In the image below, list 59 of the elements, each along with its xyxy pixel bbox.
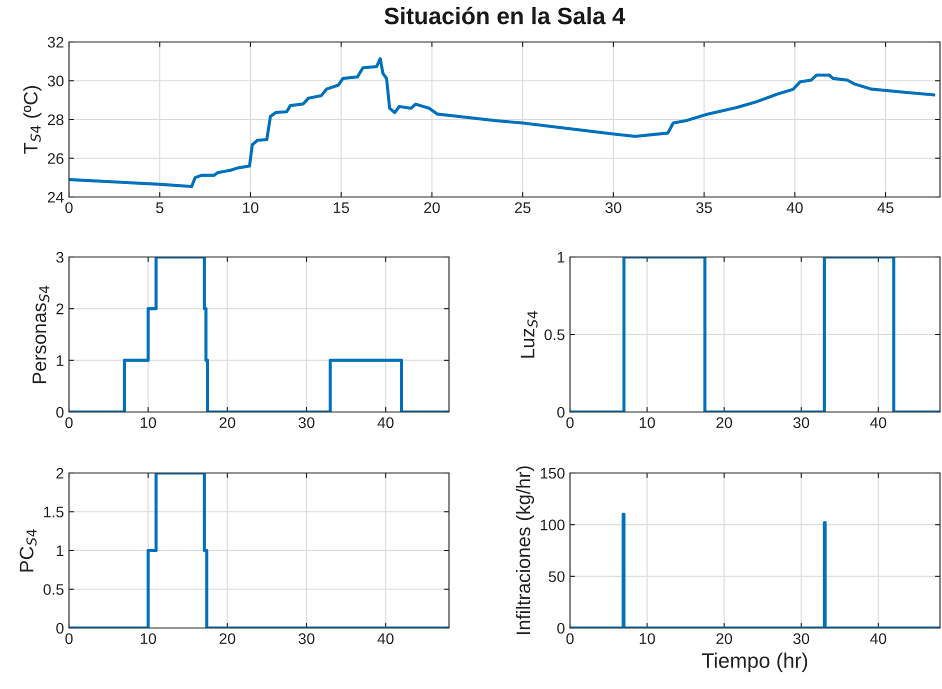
- y-tick-label: 26: [48, 153, 64, 164]
- x-tick-label: 0: [566, 417, 574, 428]
- y-tick-label: 0.5: [44, 584, 64, 595]
- y-tick-label: 0: [56, 406, 64, 418]
- x-tick-label: 20: [220, 633, 236, 644]
- y-axis-title: PC$_{S4}$: [20, 529, 37, 572]
- x-tick-label: 0: [65, 417, 73, 428]
- y-axis-title: Luz$_{S4}$: [520, 311, 538, 358]
- x-tick-label: 10: [640, 633, 655, 644]
- y-tick-label: 1.5: [44, 506, 64, 518]
- y-tick-label: 32: [48, 36, 64, 48]
- line-series: [69, 57, 936, 188]
- y-tick-label: 2: [56, 304, 64, 314]
- x-tick-label: 10: [243, 202, 258, 214]
- x-tick-label: 40: [378, 417, 394, 428]
- y-tick-label: 30: [48, 76, 64, 86]
- x-tick-label: 10: [140, 633, 156, 644]
- y-tick-label: 150: [540, 468, 565, 479]
- chart-title: Situación en la Sala 4: [384, 6, 626, 24]
- y-axis-title: T$_{S4}$ (ºC): [23, 86, 42, 154]
- x-tick-label: 40: [870, 633, 886, 644]
- x-tick-label: 30: [793, 417, 810, 428]
- x-tick-label: 20: [716, 633, 732, 644]
- x-tick-label: 25: [514, 202, 531, 214]
- y-tick-label: 1: [558, 252, 564, 263]
- x-tick-label: 30: [793, 633, 810, 644]
- y-tick-label: 28: [48, 114, 64, 126]
- y-tick-label: 1: [56, 546, 64, 556]
- x-tick-label: 40: [870, 417, 886, 428]
- x-tick-label: 30: [298, 633, 314, 644]
- y-tick-label: 0: [56, 622, 64, 634]
- x-tick-label: 0: [65, 202, 73, 214]
- x-tick-label: 20: [424, 202, 440, 214]
- x-axis-title: Tiempo (hr): [702, 652, 808, 672]
- x-tick-label: 0: [65, 633, 73, 644]
- y-tick-label: 0: [557, 622, 565, 634]
- y-tick-label: 1: [56, 355, 64, 366]
- y-tick-label: 0.5: [544, 329, 564, 340]
- x-tick-label: 40: [786, 202, 803, 214]
- x-tick-label: 15: [334, 202, 350, 214]
- x-tick-label: 20: [220, 417, 236, 428]
- x-tick-label: 35: [696, 202, 712, 214]
- x-tick-label: 30: [298, 417, 314, 428]
- y-tick-label: 100: [540, 520, 565, 530]
- y-tick-label: 2: [56, 468, 64, 479]
- x-tick-label: 40: [378, 633, 394, 644]
- y-tick-label: 50: [548, 571, 565, 582]
- x-tick-label: 10: [140, 417, 156, 428]
- x-tick-label: 20: [716, 417, 732, 428]
- x-tick-label: 30: [605, 202, 622, 214]
- y-axis-title: Personas$_{S4}$: [32, 286, 50, 384]
- y-tick-label: 24: [48, 192, 64, 203]
- y-axis-title: Infiltraciones (kg/hr): [516, 466, 534, 634]
- x-tick-label: 5: [156, 202, 164, 214]
- y-tick-label: 0: [557, 406, 565, 418]
- y-tick-label: 3: [56, 252, 64, 263]
- x-tick-label: 0: [566, 633, 574, 644]
- x-tick-label: 10: [640, 417, 655, 428]
- x-tick-label: 45: [877, 202, 894, 214]
